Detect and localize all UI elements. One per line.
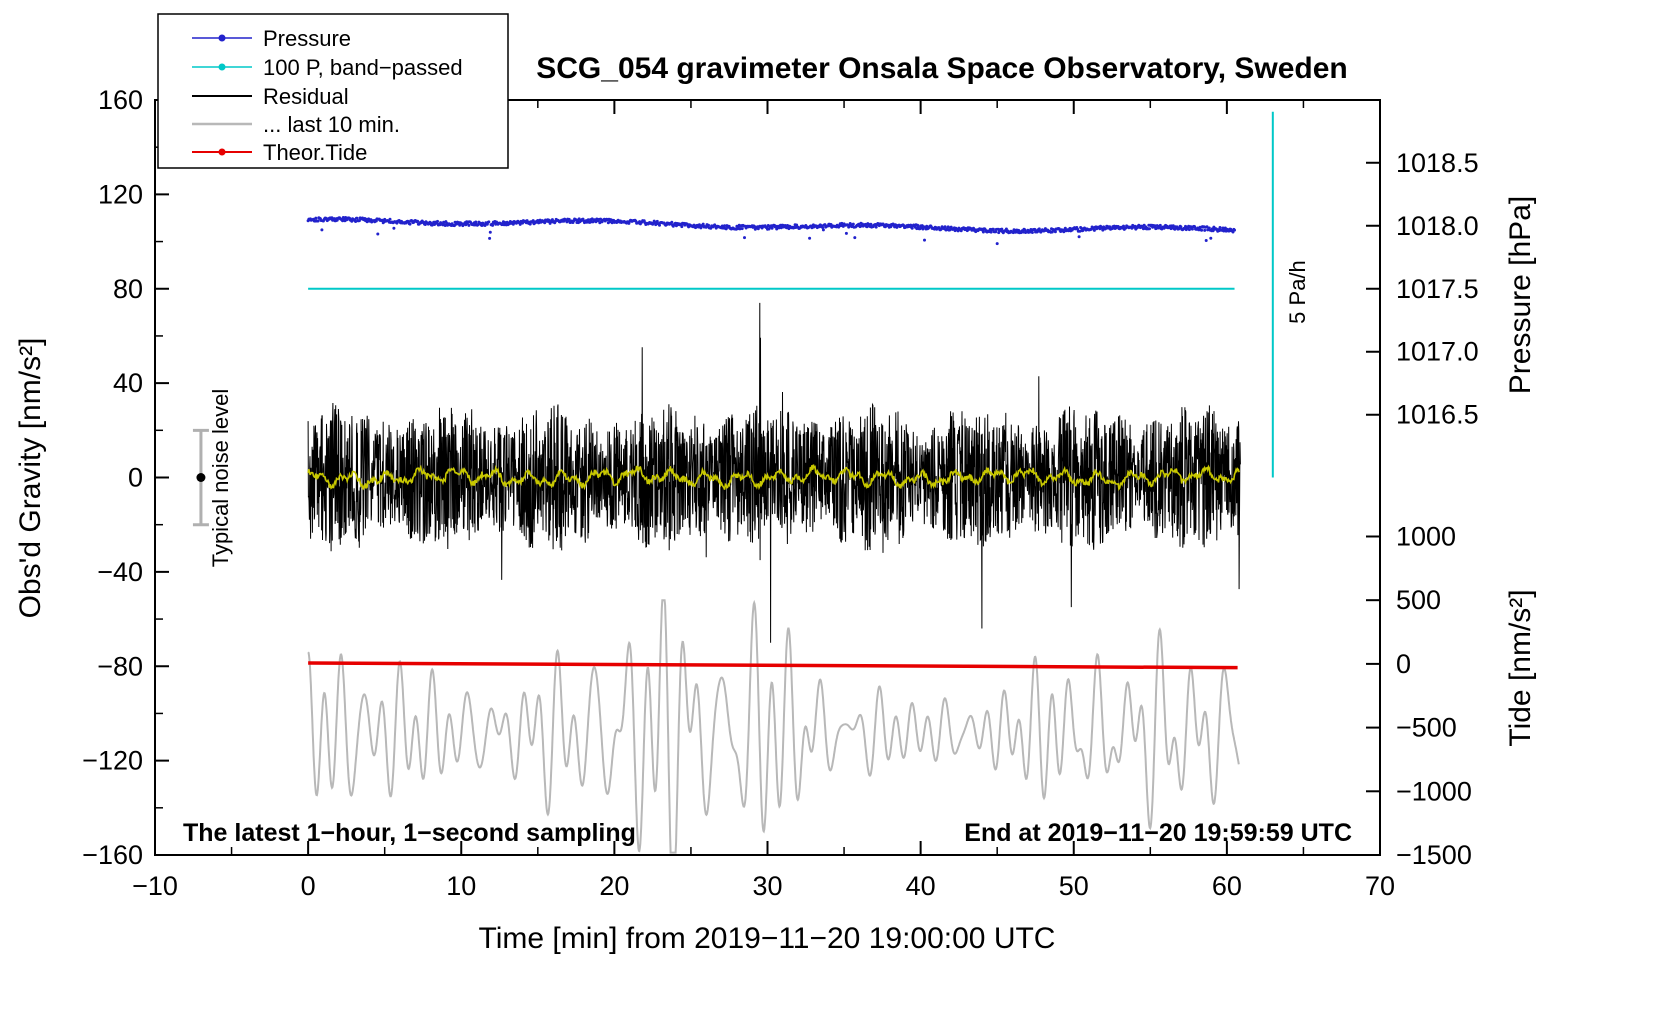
- end-time-note: End at 2019−11−20 19:59:59 UTC: [964, 819, 1352, 847]
- legend-label-bandpassed: 100 P, band−passed: [263, 55, 463, 80]
- legend-box: [157, 13, 509, 169]
- noise-level-dot: [196, 473, 206, 482]
- y-left-axis-label: Obs'd Gravity [nm/s²]: [14, 338, 47, 619]
- tide-tick-label: 500: [1396, 585, 1441, 615]
- noise-level-label: Typical noise level: [208, 389, 233, 568]
- legend-sample-dot: [218, 34, 226, 42]
- series-layer: [306, 111, 1274, 854]
- y-left-tick-label: −160: [82, 840, 143, 870]
- tide-axis-label: Tide [nm/s²]: [1504, 589, 1537, 746]
- y-left-tick-label: 40: [113, 368, 143, 398]
- legend-sample-dot: [218, 63, 226, 71]
- x-tick-label: 70: [1365, 871, 1395, 901]
- y-left-tick-label: −120: [82, 746, 143, 776]
- x-tick-label: 30: [752, 871, 782, 901]
- plot-frame: [154, 99, 1381, 856]
- sampling-note: The latest 1−hour, 1−second sampling: [183, 819, 636, 847]
- pressure-tick-label: 1017.0: [1396, 337, 1479, 367]
- y-left-tick-label: −40: [97, 557, 143, 587]
- x-tick-label: 60: [1212, 871, 1242, 901]
- pressure-tick-label: 1018.0: [1396, 211, 1479, 241]
- pressure-tick-label: 1018.5: [1396, 148, 1479, 178]
- pressure-axis-label: Pressure [hPa]: [1504, 196, 1537, 394]
- x-tick-label: 0: [301, 871, 316, 901]
- legend-label-residual: Residual: [263, 84, 349, 109]
- legend: Pressure 100 P, band−passed Residual ...…: [157, 13, 509, 169]
- x-tick-label: 40: [906, 871, 936, 901]
- tide-tick-label: 1000: [1396, 521, 1456, 551]
- tide-tick-label: −500: [1396, 713, 1457, 743]
- residual-series: [307, 302, 1241, 643]
- x-axis-label: Time [min] from 2019−11−20 19:00:00 UTC: [479, 922, 1056, 955]
- x-tick-label: −10: [132, 871, 178, 901]
- x-tick-label: 50: [1059, 871, 1089, 901]
- pressure-tick-label: 1017.5: [1396, 274, 1479, 304]
- y-left-tick-label: 0: [128, 463, 143, 493]
- legend-label-pressure: Pressure: [263, 26, 351, 51]
- chart-title: SCG_054 gravimeter Onsala Space Observat…: [536, 52, 1348, 85]
- y-left-tick-label: −80: [97, 651, 143, 681]
- legend-label-theortide: Theor.Tide: [263, 140, 367, 165]
- axes-layer: −160 −120 −80 −40 0 40 80 120 160 −10 0 10 20 30 40 50 6…: [82, 85, 1478, 901]
- y-left-tick-label: 160: [98, 85, 143, 115]
- pressure-series: [306, 216, 1236, 246]
- residual-smoothed-series: [307, 464, 1240, 492]
- legend-sample-dot: [218, 148, 226, 156]
- theor-tide-series: [308, 661, 1238, 670]
- legend-label-last10min: ... last 10 min.: [263, 112, 400, 137]
- x-tick-label: 10: [446, 871, 476, 901]
- pressure-tick-label: 1016.5: [1396, 400, 1479, 430]
- tide-tick-label: −1000: [1396, 776, 1472, 806]
- x-tick-label: 20: [599, 871, 629, 901]
- last-10-min-series: [307, 599, 1240, 854]
- pressure-rate-label: 5 Pa/h: [1285, 260, 1310, 324]
- legend-samples: [192, 34, 252, 156]
- annotations-layer: Obs'd Gravity [nm/s²] Time [min] from 20…: [14, 196, 1537, 955]
- y-left-tick-label: 80: [113, 274, 143, 304]
- y-left-tick-label: 120: [98, 179, 143, 209]
- noise-level-marker: [192, 428, 209, 527]
- tide-tick-label: 0: [1396, 649, 1411, 679]
- tide-tick-label: −1500: [1396, 840, 1472, 870]
